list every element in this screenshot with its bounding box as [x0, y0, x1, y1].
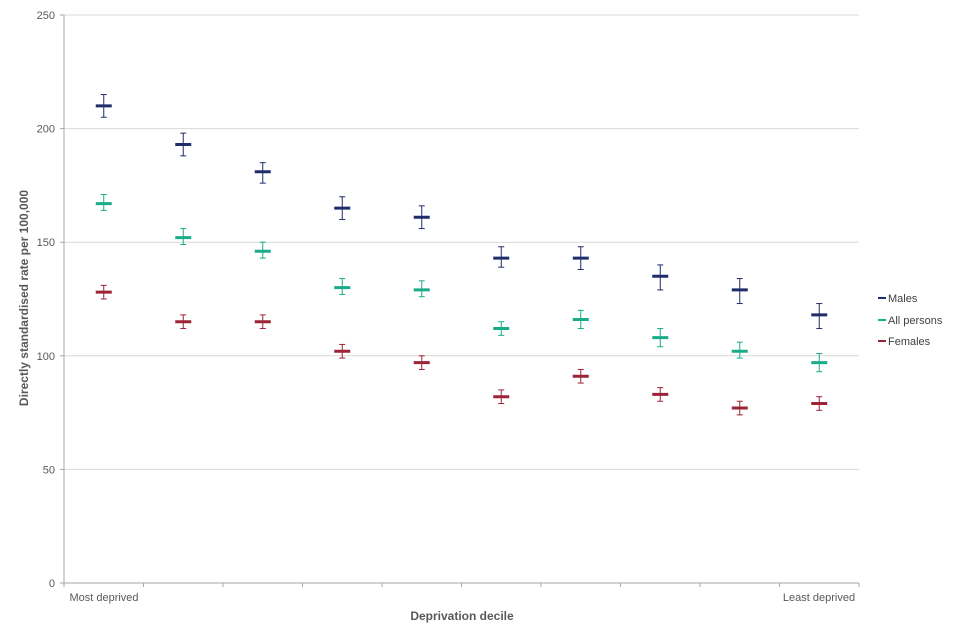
x-tick-label-last: Least deprived	[783, 592, 855, 604]
axes: 0 50 100 150 200 250	[37, 10, 860, 590]
point-males-2	[175, 132, 192, 157]
gridlines	[64, 14, 859, 470]
point-all-persons-10	[811, 353, 828, 373]
point-all-persons-4	[334, 278, 351, 295]
y-tick-label-50: 50	[43, 464, 55, 476]
legend-label-females: Females	[888, 336, 931, 348]
point-females-3	[254, 314, 271, 330]
y-axis-title: Directly standardised rate per 100,000	[17, 190, 31, 406]
y-tick-label-150: 150	[37, 237, 55, 249]
point-all-persons-3	[254, 241, 271, 259]
point-females-8	[652, 387, 669, 402]
y-tick-label-100: 100	[37, 351, 55, 363]
point-all-persons-9	[731, 341, 748, 359]
point-females-9	[731, 400, 748, 416]
point-all-persons-6	[493, 321, 510, 336]
point-females-2	[175, 314, 192, 330]
series-all-persons	[95, 193, 828, 373]
legend-item-females: Females	[878, 336, 931, 348]
legend: Males All persons Females	[878, 293, 943, 348]
series-females	[95, 284, 828, 416]
point-all-persons-8	[652, 328, 669, 348]
y-tick-label-0: 0	[49, 578, 55, 590]
point-all-persons-7	[572, 309, 589, 330]
point-males-5	[413, 205, 430, 230]
legend-item-males: Males	[878, 293, 918, 305]
series-males	[95, 94, 828, 330]
point-males-7	[572, 246, 589, 270]
point-females-10	[811, 396, 828, 411]
point-all-persons-2	[175, 228, 192, 245]
legend-label-all-persons: All persons	[888, 315, 943, 327]
legend-item-all-persons: All persons	[878, 315, 943, 327]
point-males-4	[334, 196, 351, 220]
point-males-9	[731, 278, 748, 305]
point-males-3	[254, 162, 271, 184]
point-males-1	[95, 94, 112, 118]
point-all-persons-1	[95, 193, 112, 211]
point-females-5	[413, 355, 430, 370]
point-males-6	[493, 246, 510, 268]
point-females-7	[572, 368, 589, 384]
legend-label-males: Males	[888, 293, 918, 305]
point-males-8	[652, 264, 669, 291]
point-males-10	[811, 303, 828, 330]
y-tick-label-250: 250	[37, 10, 55, 22]
point-females-4	[334, 343, 351, 359]
point-all-persons-5	[413, 280, 430, 298]
y-tick-label-200: 200	[37, 124, 55, 136]
x-tick-label-first: Most deprived	[69, 592, 138, 604]
point-females-6	[493, 389, 510, 405]
data-marks	[95, 94, 828, 416]
x-axis-title: Deprivation decile	[410, 609, 514, 623]
point-females-1	[95, 284, 112, 300]
